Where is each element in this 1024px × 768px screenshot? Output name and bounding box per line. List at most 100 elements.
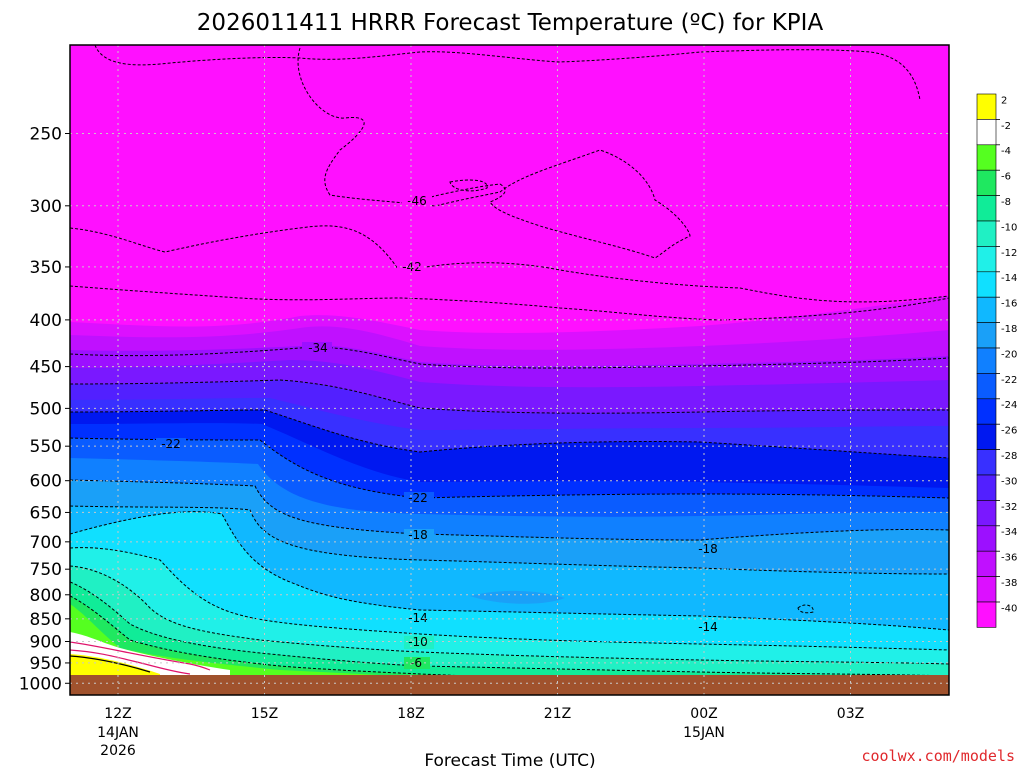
colorbar-label: -20 <box>1001 349 1017 360</box>
ground <box>70 675 949 695</box>
colorbar-label: -36 <box>1001 553 1017 564</box>
contour-minus14 <box>70 511 949 631</box>
colorbar-label: -2 <box>1001 121 1011 132</box>
x-tick-sublabel: 2026 <box>100 743 136 759</box>
colorbar-label: -18 <box>1001 324 1017 335</box>
y-tick-label: 900 <box>30 632 62 652</box>
colorbar-label: 2 <box>1001 95 1007 106</box>
contour-small-pocket <box>797 604 814 614</box>
colorbar: 2 -2 -4 -6 -8 -10 -12 -14 -16 -18 -20 -22 -24 -26 -28 -… <box>976 93 1017 628</box>
colorbar-swatch <box>976 271 997 298</box>
x-tick-label: 21Z <box>544 706 571 722</box>
colorbar-swatch <box>976 195 997 222</box>
clabel-bg <box>404 657 430 669</box>
clabel-bg <box>694 543 724 556</box>
colorbar-swatch <box>976 93 997 120</box>
x-tick-label: 03Z <box>837 706 864 722</box>
colorbar-swatch <box>976 423 997 450</box>
y-tick-label: 500 <box>30 399 62 419</box>
isotherm-contours <box>70 45 949 689</box>
clabel-bg <box>402 195 432 208</box>
y-tick-label: 850 <box>30 610 62 630</box>
colorbar-label: -14 <box>1001 273 1017 284</box>
source-credit: coolwx.com/models <box>861 747 1015 765</box>
colorbar-swatch <box>976 322 997 349</box>
y-tick-label: 600 <box>30 472 62 492</box>
y-tick-label: 750 <box>30 560 62 580</box>
x-tick-label: 12Z <box>104 706 131 722</box>
temperature-fill <box>70 45 949 695</box>
colorbar-label: -6 <box>1001 172 1011 183</box>
y-tick-label: 300 <box>30 197 62 217</box>
clabel-bg <box>397 261 427 274</box>
y-tick-label: 950 <box>30 654 62 674</box>
contour-label: -18 <box>408 528 428 542</box>
y-tick-label: 800 <box>30 586 62 606</box>
x-tick-label: 18Z <box>397 706 424 722</box>
colorbar-swatch <box>976 474 997 501</box>
contour-label: -6 <box>410 656 422 670</box>
colorbar-swatch <box>976 500 997 527</box>
colorbar-swatch <box>976 525 997 552</box>
contour-minus46 <box>297 47 691 259</box>
contour-label: -46 <box>407 194 427 208</box>
contour-minus8 <box>70 581 949 677</box>
colorbar-swatch <box>976 296 997 323</box>
freezing-line-b <box>70 649 191 675</box>
y-tick-label: 400 <box>30 311 62 331</box>
x-tick-label: 15Z <box>251 706 278 722</box>
colorbar-label: -24 <box>1001 400 1017 411</box>
colorbar-label: -30 <box>1001 476 1017 487</box>
colorbar-swatch <box>976 449 997 476</box>
colorbar-swatch <box>976 373 997 400</box>
contour-minus10 <box>70 565 949 665</box>
colorbar-swatch <box>976 144 997 171</box>
colorbar-label: -10 <box>1001 222 1017 233</box>
colorbar-label: -34 <box>1001 527 1017 538</box>
contour-label: -14 <box>698 620 718 634</box>
contour-label: -10 <box>408 635 428 649</box>
colorbar-swatch <box>976 119 997 146</box>
colorbar-swatch <box>976 398 997 425</box>
colorbar-label: -38 <box>1001 578 1017 589</box>
x-tick-sublabel: 14JAN <box>97 725 139 741</box>
colorbar-swatch <box>976 220 997 247</box>
freezing-line-a <box>70 641 211 671</box>
y-tick-label: 350 <box>30 258 62 278</box>
y-tick-label: 650 <box>30 503 62 523</box>
x-axis-label: Forecast Time (UTC) <box>424 751 595 768</box>
chart-title: 2026011411 HRRR Forecast Temperature (ºC… <box>197 10 824 36</box>
contour-label: -22 <box>408 491 428 505</box>
band-minus6 <box>70 596 949 695</box>
colorbar-label: -32 <box>1001 502 1017 513</box>
clabel-bg <box>694 620 724 633</box>
colorbar-label: -12 <box>1001 248 1017 259</box>
contour-label: -22 <box>161 437 181 451</box>
cold-pocket-minus18 <box>470 590 565 604</box>
y-tick-label: 700 <box>30 533 62 553</box>
contour-minus46-upper <box>94 45 921 101</box>
contour-minus16 <box>70 505 949 575</box>
colorbar-label: -4 <box>1001 146 1011 157</box>
colorbar-swatch <box>976 550 997 577</box>
contour-minus38 <box>70 285 949 321</box>
clabel-bg <box>156 438 186 451</box>
colorbar-swatch <box>976 601 997 628</box>
colorbar-label: -22 <box>1001 375 1017 386</box>
contour-label: -18 <box>698 542 718 556</box>
x-tick-sublabel: 15JAN <box>683 725 725 741</box>
colorbar-label: -28 <box>1001 451 1017 462</box>
y-tick-label: 1000 <box>19 674 62 694</box>
contour-minus42 <box>70 225 949 303</box>
contour-minus34 <box>70 346 949 369</box>
y-axis: 2503003504004505005506006507007508008509… <box>19 124 70 694</box>
y-tick-label: 550 <box>30 437 62 457</box>
plot-area: -46 -42 -34 -22 -22 -18 -18 -14 -14 -10 … <box>70 45 949 695</box>
x-axis: 12Z 14JAN 2026 15Z 18Z 21Z 00Z 15JAN 03Z <box>97 706 864 759</box>
colorbar-swatch <box>976 169 997 196</box>
colorbar-swatch <box>976 246 997 273</box>
grid <box>70 45 949 695</box>
contour-label: -34 <box>308 341 328 355</box>
contour-minus12 <box>70 547 949 651</box>
colorbar-label: -8 <box>1001 197 1011 208</box>
